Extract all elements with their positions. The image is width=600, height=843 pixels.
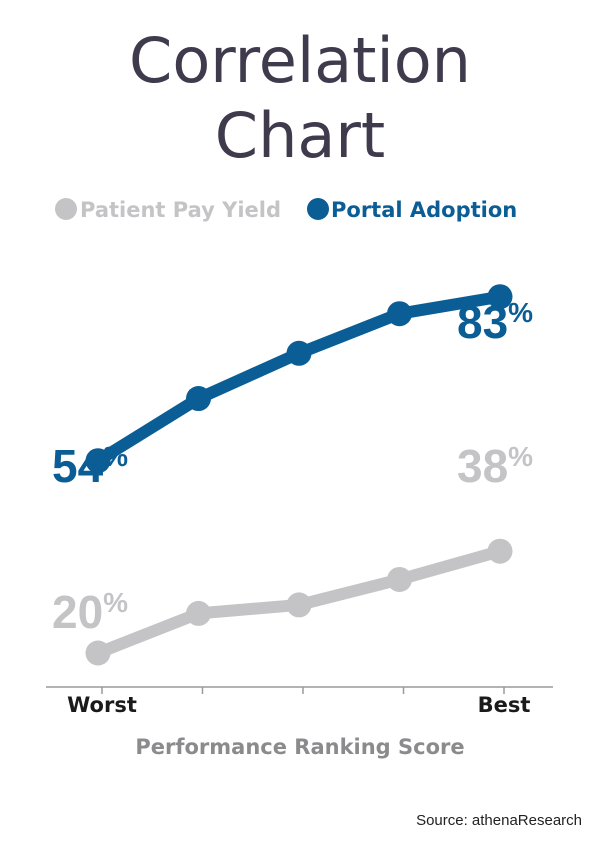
- x-tick-label-4: Best: [478, 693, 531, 717]
- series-0-point-4: [487, 538, 513, 564]
- series-0-point-0: [85, 640, 111, 666]
- data-label-1-4: 83%: [457, 296, 533, 348]
- legend-label-1: Portal Adoption: [331, 198, 517, 222]
- series-1-point-2: [286, 340, 312, 366]
- chart-title-line-2: Chart: [215, 99, 385, 172]
- series-1-point-0: [85, 448, 111, 474]
- series-0-point-1: [186, 600, 211, 626]
- x-tick-label-0: Worst: [67, 693, 137, 717]
- series-1-point-1: [186, 386, 211, 412]
- legend-marker-1: [307, 198, 329, 220]
- source-note: Source: athenaResearch: [416, 812, 582, 829]
- legend: Patient Pay Yield Portal Adoption: [55, 198, 517, 222]
- chart-title-line-1: Correlation: [129, 24, 471, 97]
- data-label-1-0: 54%: [52, 440, 128, 492]
- x-axis: Worst Best: [46, 686, 553, 717]
- series-0-point-3: [387, 566, 412, 592]
- data-labels: 20% 38% 54% 83%: [52, 296, 533, 638]
- data-label-0-4: 38%: [457, 440, 533, 492]
- series-1-point-4: [487, 284, 513, 310]
- x-axis-title: Performance Ranking Score: [135, 735, 464, 759]
- data-label-0-0: 20%: [52, 586, 128, 638]
- series-layer: [85, 284, 513, 666]
- legend-label-0: Patient Pay Yield: [80, 198, 281, 222]
- series-0-point-2: [286, 592, 312, 618]
- series-1-point-3: [387, 301, 412, 327]
- legend-marker-0: [55, 198, 77, 220]
- series-line-1: [92, 290, 506, 467]
